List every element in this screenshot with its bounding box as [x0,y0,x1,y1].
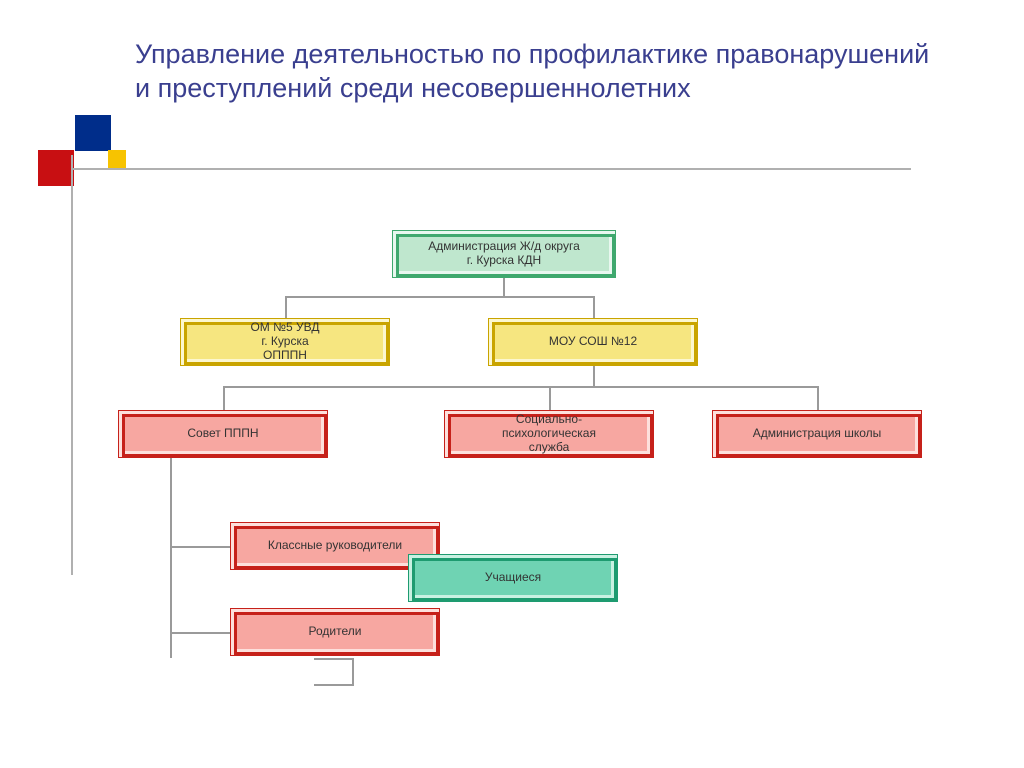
connector [285,296,595,298]
connector [223,386,225,410]
connector [170,458,172,658]
node-sovet: Совет ПППН [118,410,328,458]
connector [593,366,595,388]
slide: Управление деятельностью по профилактике… [0,0,1024,768]
connector [170,632,230,634]
deco-block [108,150,126,168]
connector [549,386,551,410]
node-socpsy: Социально-психологическаяслужба [444,410,654,458]
node-adminsch: Администрация школы [712,410,922,458]
org-chart: Администрация Ж/д округаг. Курска КДНОМ … [0,230,1024,730]
connector [314,684,354,686]
deco-block [71,168,911,170]
slide-title: Управление деятельностью по профилактике… [135,38,935,106]
node-admin: Администрация Ж/д округаг. Курска КДН [392,230,616,278]
connector [817,386,819,410]
deco-block [38,150,74,186]
connector [314,658,352,660]
connector [593,296,595,318]
connector [352,658,354,684]
deco-block [75,115,111,151]
node-roditeli: Родители [230,608,440,656]
connector [223,386,819,388]
connector [170,546,230,548]
node-uchash: Учащиеся [408,554,618,602]
node-mou: МОУ СОШ №12 [488,318,698,366]
node-om5: ОМ №5 УВДг. КурскаОПППН [180,318,390,366]
connector [285,296,287,318]
connector [503,278,505,296]
